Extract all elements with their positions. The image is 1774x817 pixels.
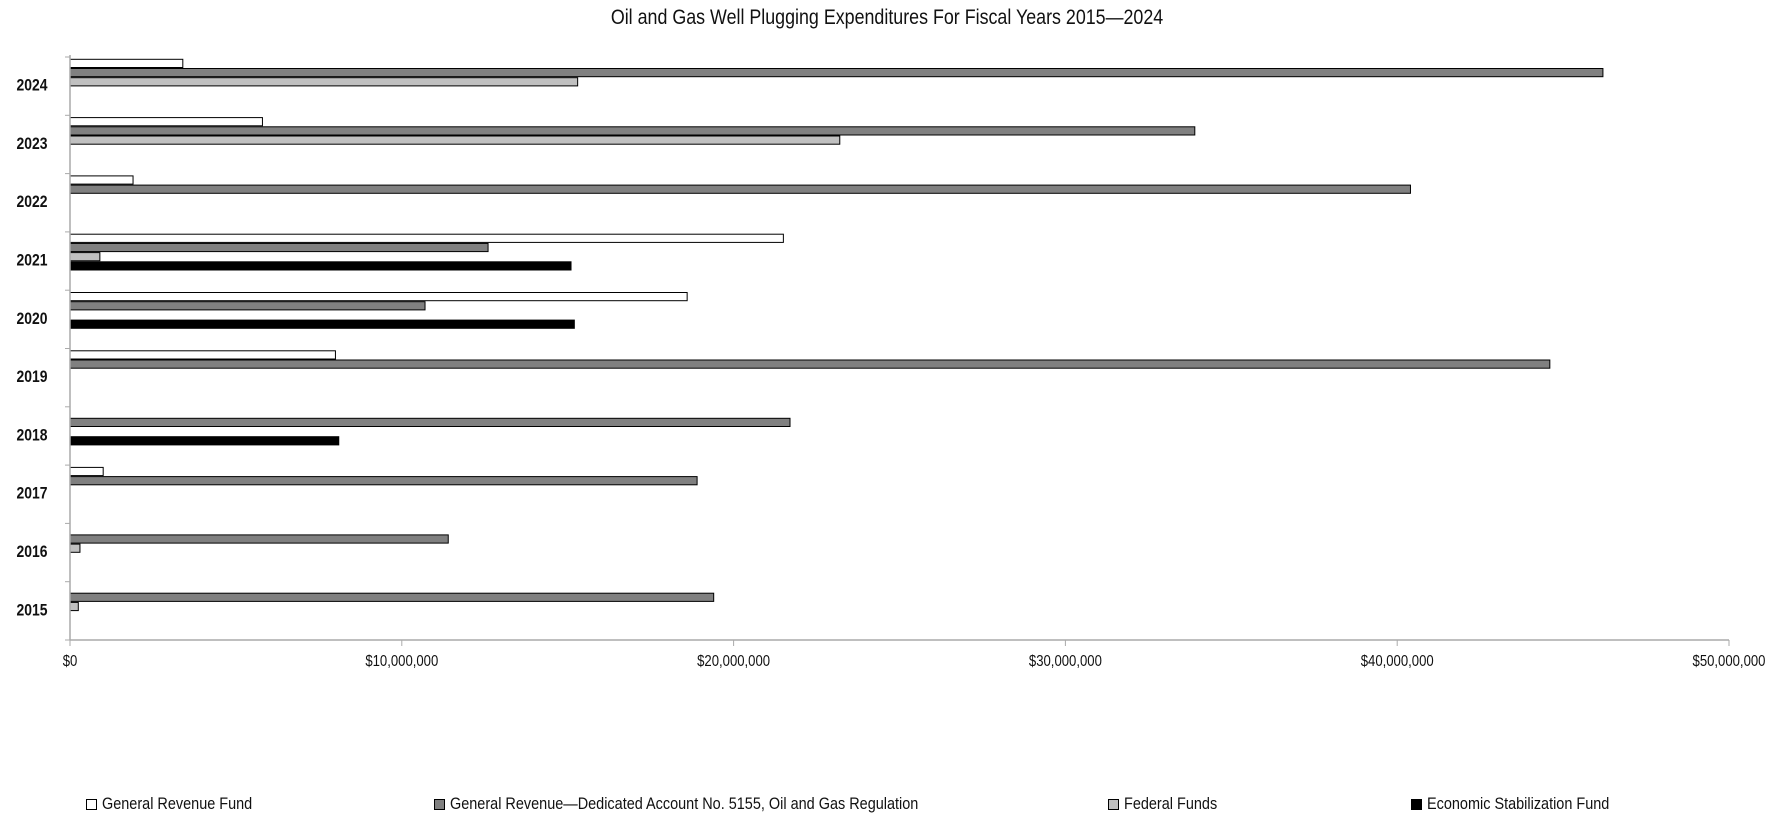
legend-swatch (434, 798, 445, 810)
bar-2024-series-3 (69, 77, 579, 87)
legend-item-3: Federal Funds (1108, 794, 1234, 814)
bar-2019-series-2 (69, 359, 1551, 369)
y-tick-label-2020: 2020 (17, 310, 48, 329)
bar-2023-series-2 (69, 126, 1196, 136)
x-tick-label-3: $30,000,000 (1029, 653, 1102, 670)
bar-2015-series-2 (69, 592, 715, 602)
y-tick-label-2019: 2019 (17, 368, 48, 387)
legend: General Revenue Fund General Revenue—Dedi… (0, 794, 1774, 817)
bar-2017-series-2 (69, 476, 698, 486)
y-tick-label-2015: 2015 (17, 601, 48, 620)
y-tick-label-2021: 2021 (17, 251, 48, 270)
bar-2022-series-1 (69, 175, 134, 185)
axes-layer: 2024 2023 2022 2021 2020 2019 2018 2017 2016 2015… (17, 55, 1766, 670)
bar-2020-series-1 (69, 292, 688, 302)
y-tick-label-2018: 2018 (17, 426, 48, 445)
bars-layer (69, 58, 1604, 612)
y-tick-label-2023: 2023 (17, 135, 48, 154)
bar-2024-series-2 (69, 68, 1604, 78)
bar-2021-series-4 (69, 261, 572, 271)
bar-2024-series-1 (69, 58, 184, 68)
bar-2016-series-2 (69, 534, 449, 544)
y-tick-label-2016: 2016 (17, 543, 48, 562)
x-tick-label-5: $50,000,000 (1693, 653, 1766, 670)
bar-2021-series-2 (69, 242, 489, 253)
bar-2017-series-1 (69, 466, 104, 477)
bar-2020-series-2 (69, 301, 426, 311)
bar-2019-series-1 (69, 350, 336, 360)
legend-label: General Revenue—Dedicated Account No. 51… (450, 794, 919, 813)
legend-item-2: General Revenue—Dedicated Account No. 51… (434, 794, 1001, 814)
y-tick-label-2022: 2022 (17, 193, 48, 212)
legend-item-1: General Revenue Fund (86, 794, 279, 814)
y-tick-label-2017: 2017 (17, 485, 48, 504)
bar-2021-series-1 (69, 233, 784, 243)
legend-label: Economic Stabilization Fund (1427, 794, 1610, 813)
bar-2023-series-1 (69, 117, 263, 127)
bar-2022-series-2 (69, 184, 1411, 194)
legend-label: General Revenue Fund (102, 794, 253, 813)
bar-2016-series-3 (69, 543, 81, 553)
bar-2018-series-4 (69, 436, 340, 446)
y-tick-label-2024: 2024 (17, 76, 48, 95)
bar-2023-series-3 (69, 135, 841, 145)
x-tick-label-1: $10,000,000 (365, 653, 438, 670)
bar-2015-series-3 (69, 601, 79, 612)
legend-swatch (86, 798, 97, 810)
legend-item-4: Economic Stabilization Fund (1411, 794, 1642, 814)
bar-chart: 2024 2023 2022 2021 2020 2019 2018 2017 2016 2015… (17, 55, 1766, 670)
bar-2018-series-2 (69, 417, 791, 427)
legend-label: Federal Funds (1124, 794, 1218, 813)
bar-2021-series-3 (69, 252, 101, 262)
x-tick-label-4: $40,000,000 (1361, 653, 1434, 670)
legend-swatch (1108, 798, 1119, 810)
x-tick-label-0: $0 (63, 653, 78, 670)
bar-2020-series-4 (69, 319, 575, 329)
legend-swatch (1411, 798, 1422, 810)
chart-title: Oil and Gas Well Plugging Expenditures F… (610, 6, 1164, 29)
x-tick-label-2: $20,000,000 (697, 653, 770, 670)
